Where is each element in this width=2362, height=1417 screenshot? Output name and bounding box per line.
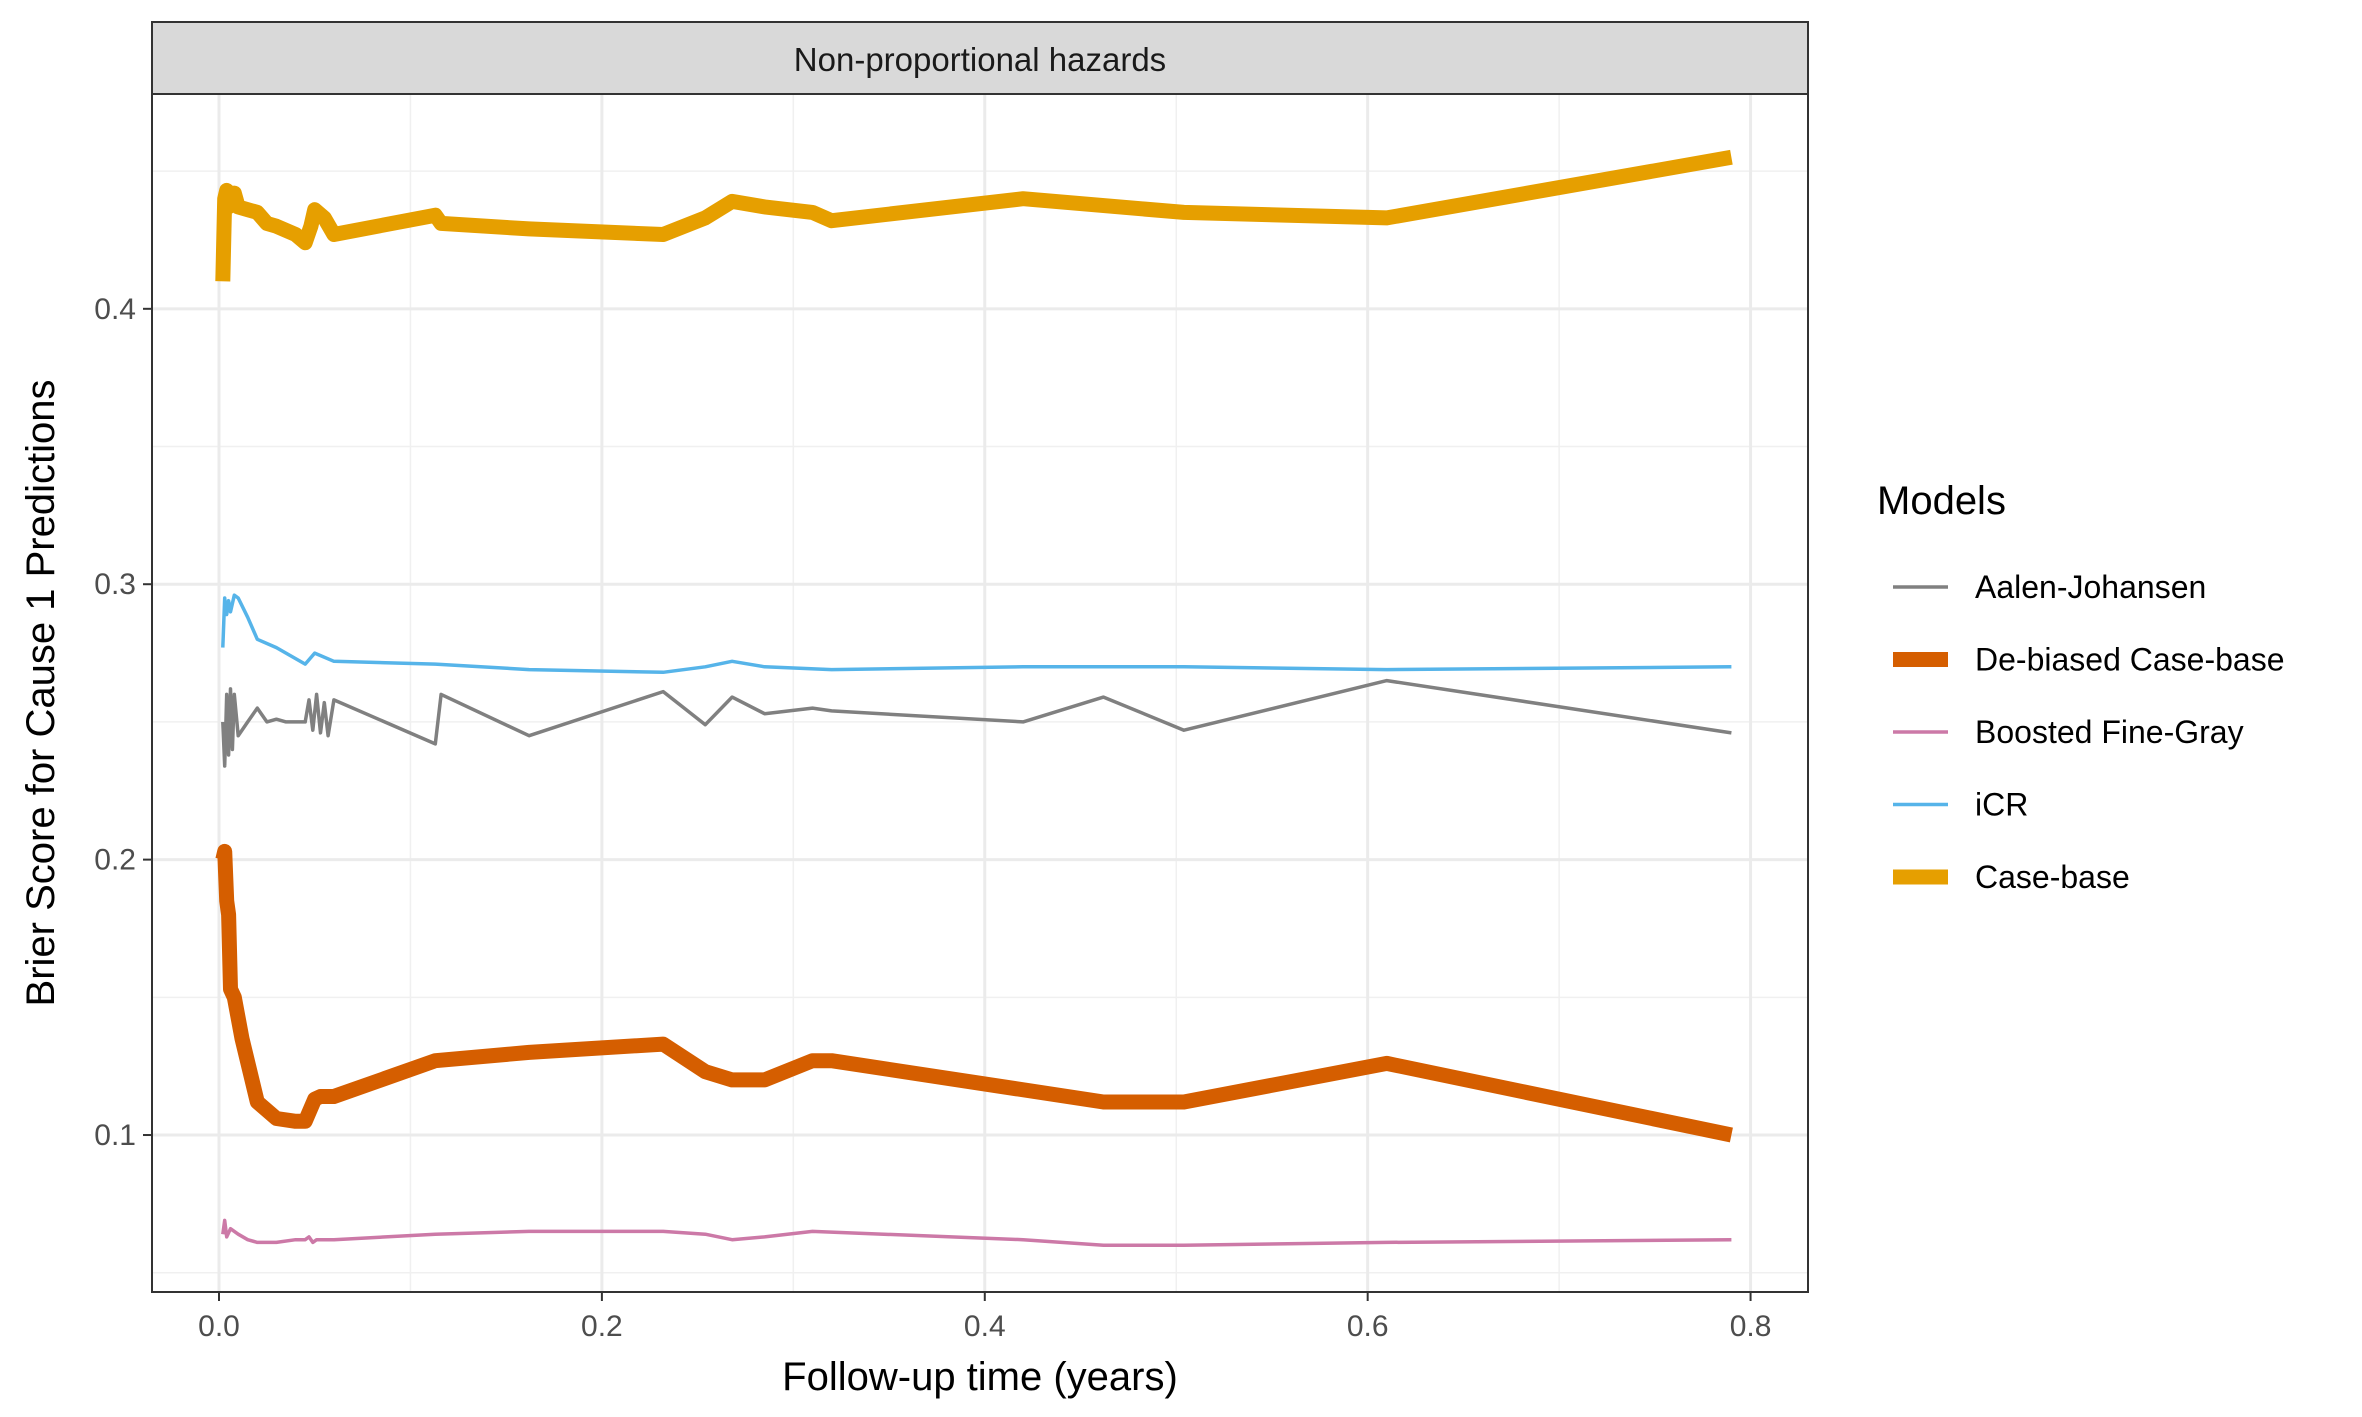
series-line-de-biased-case-base xyxy=(215,843,1733,1143)
x-axis: 0.0 0.2 0.4 0.6 0.8 xyxy=(198,1292,1771,1343)
x-tick-label: 0.6 xyxy=(1347,1310,1389,1343)
legend: Models Aalen-Johansen De-biased Case-base… xyxy=(1877,479,2285,895)
x-axis-title: Follow-up time (years) xyxy=(782,1355,1178,1399)
grid-layer xyxy=(152,94,1808,1292)
x-tick-label: 0.2 xyxy=(581,1310,623,1343)
y-axis-title: Brier Score for Cause 1 Predictions xyxy=(19,380,63,1007)
legend-label-aalen-johansen: Aalen-Johansen xyxy=(1975,569,2206,605)
series-line-case-base xyxy=(215,149,1733,282)
legend-title: Models xyxy=(1877,479,2006,523)
plot-panel-border xyxy=(151,93,1809,1293)
facet-strip xyxy=(151,21,1809,95)
y-tick-label: 0.3 xyxy=(94,568,136,601)
y-tick-label: 0.4 xyxy=(94,293,136,326)
facet-strip-label: Non-proportional hazards xyxy=(794,41,1166,78)
legend-label-de-biased-case-base: De-biased Case-base xyxy=(1975,642,2285,678)
series-line-icr xyxy=(221,593,1732,675)
series-line-aalen-johansen xyxy=(221,678,1732,768)
legend-items: Aalen-Johansen De-biased Case-base Boosted… xyxy=(1893,569,2285,895)
x-tick-label: 0.8 xyxy=(1730,1310,1772,1343)
series-line-boosted-fine-gray xyxy=(221,1218,1732,1247)
series-layer xyxy=(215,149,1733,1247)
x-tick-label: 0.4 xyxy=(964,1310,1006,1343)
legend-label-icr: iCR xyxy=(1975,787,2028,823)
y-axis: 0.1 0.2 0.3 0.4 xyxy=(94,293,152,1152)
x-tick-label: 0.0 xyxy=(198,1310,240,1343)
y-tick-label: 0.2 xyxy=(94,844,136,877)
legend-label-boosted-fine-gray: Boosted Fine-Gray xyxy=(1975,714,2244,750)
legend-label-case-base: Case-base xyxy=(1975,859,2130,895)
y-tick-label: 0.1 xyxy=(94,1119,136,1152)
